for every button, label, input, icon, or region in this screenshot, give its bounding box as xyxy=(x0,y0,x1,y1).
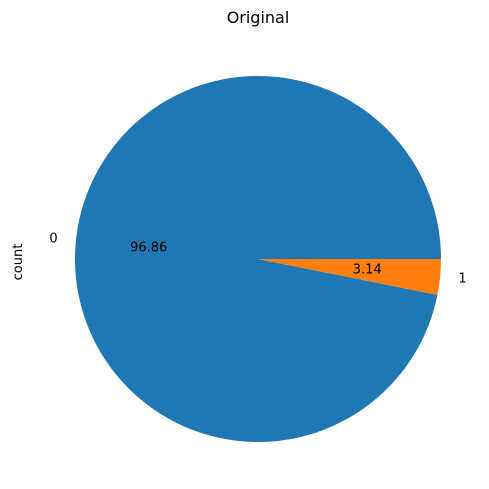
y-axis-label: count xyxy=(11,244,26,281)
category-label-0: 0 xyxy=(49,232,57,247)
pie-slice-0 xyxy=(75,76,441,442)
category-label-1: 1 xyxy=(458,271,466,286)
pie-slices xyxy=(75,76,441,442)
value-label-0: 96.86 xyxy=(130,241,167,256)
chart-title: Original xyxy=(227,8,290,27)
value-label-1: 3.14 xyxy=(353,262,382,277)
